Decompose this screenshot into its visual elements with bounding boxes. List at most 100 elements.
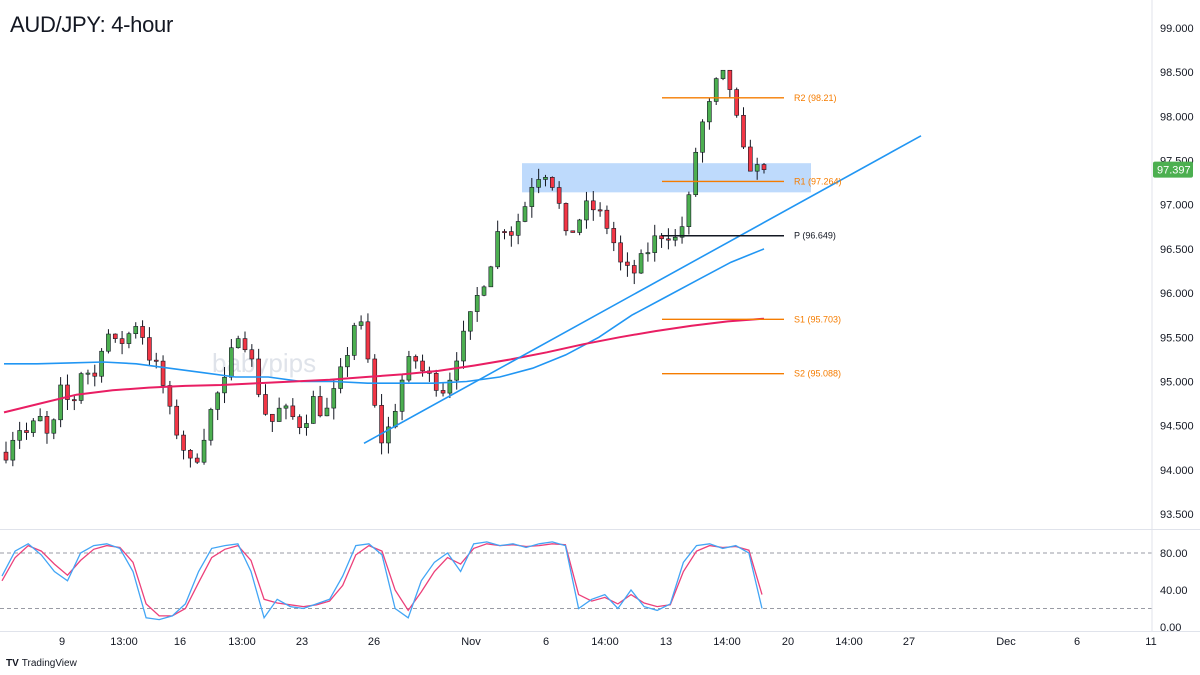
- candle-body: [652, 235, 658, 253]
- candle-body: [133, 326, 139, 334]
- candle-body: [454, 360, 460, 381]
- price-tick-label: 99.000: [1160, 23, 1194, 35]
- time-tick-label: 6: [543, 636, 549, 648]
- candle-body: [119, 338, 125, 344]
- candle-body: [147, 337, 152, 361]
- candle-body: [140, 326, 145, 338]
- price-tick-label: 93.500: [1160, 509, 1194, 521]
- candle-body: [324, 407, 330, 417]
- time-tick-label: 26: [368, 636, 380, 648]
- tradingview-logo: TV TradingView: [6, 658, 77, 669]
- price-tick-label: 94.500: [1160, 421, 1194, 433]
- candle-body: [167, 385, 173, 407]
- pivot-label: R1 (97.264): [794, 176, 842, 186]
- candle-body: [85, 372, 91, 375]
- time-tick-label: 27: [903, 636, 915, 648]
- tradingview-logo-text: TradingView: [21, 658, 77, 669]
- candle-body: [215, 392, 220, 410]
- time-tick-label: 13:00: [228, 636, 256, 648]
- candle-body: [529, 186, 535, 207]
- candle-body: [65, 384, 70, 400]
- candle-body: [188, 450, 193, 459]
- price-tick-label: 97.000: [1160, 200, 1194, 212]
- candle-body: [229, 347, 234, 378]
- candle-body: [447, 379, 453, 394]
- candle-body: [24, 430, 29, 433]
- candle-body: [379, 405, 384, 444]
- candle-body: [563, 203, 569, 232]
- candle-body: [700, 121, 705, 153]
- candle-body: [10, 439, 16, 461]
- price-tick-label: 95.000: [1160, 376, 1194, 388]
- pivot-label: S1 (95.703): [794, 314, 841, 324]
- candle-body: [112, 333, 118, 339]
- oscillator-tick-label: 80.00: [1160, 548, 1188, 560]
- candle-body: [659, 235, 664, 240]
- price-tick-label: 98.500: [1160, 67, 1194, 79]
- candle-body: [741, 114, 746, 148]
- pivot-label: R2 (98.21): [794, 93, 837, 103]
- candle-body: [181, 434, 186, 451]
- candle-body: [31, 420, 36, 433]
- price-tick-label: 96.000: [1160, 288, 1194, 300]
- candle-body: [474, 295, 480, 312]
- candle-body: [372, 358, 378, 406]
- price-tick-label: 95.500: [1160, 332, 1194, 344]
- candle-body: [748, 146, 753, 172]
- candle-body: [160, 360, 166, 386]
- candle-body: [276, 407, 282, 422]
- candle-body: [522, 206, 528, 222]
- candle-body: [509, 231, 514, 236]
- candle-body: [645, 252, 651, 255]
- chart-title: AUD/JPY: 4-hour: [10, 12, 174, 37]
- candle-body: [556, 187, 562, 204]
- watermark-text: babypips: [212, 348, 316, 378]
- candle-body: [686, 194, 692, 227]
- trend-line: [363, 135, 922, 445]
- candle-body: [720, 69, 726, 79]
- candle-body: [358, 321, 364, 326]
- candle-body: [611, 228, 617, 244]
- time-tick-label: Dec: [996, 636, 1016, 648]
- candle-body: [365, 321, 371, 360]
- candle-body: [577, 219, 582, 233]
- candle-body: [351, 325, 357, 356]
- candle-body: [406, 356, 412, 381]
- oscillator-tick-label: 40.00: [1160, 585, 1188, 597]
- candle-body: [297, 416, 302, 428]
- candle-body: [604, 209, 610, 229]
- candle-body: [638, 253, 644, 274]
- candle-body: [413, 356, 419, 362]
- candle-body: [481, 286, 487, 296]
- candle-body: [543, 177, 548, 180]
- candle-body: [317, 396, 323, 417]
- candle-body: [713, 78, 719, 102]
- candle-body: [672, 236, 678, 241]
- time-tick-label: 13: [660, 636, 672, 648]
- current-price-label: 97.397: [1157, 165, 1191, 177]
- candle-body: [58, 384, 63, 421]
- time-tick-label: 14:00: [713, 636, 741, 648]
- pivot-label: P (96.649): [794, 231, 836, 241]
- candle-body: [495, 231, 500, 268]
- candle-body: [71, 399, 77, 402]
- time-tick-label: Nov: [461, 636, 481, 648]
- price-tick-label: 96.500: [1160, 244, 1194, 256]
- candle-body: [290, 405, 296, 418]
- sma-fast-line: [4, 248, 765, 385]
- price-tick-label: 98.000: [1160, 111, 1194, 123]
- candle-body: [78, 373, 84, 401]
- time-tick-label: 23: [296, 636, 308, 648]
- candle-body: [386, 426, 391, 444]
- candle-body: [126, 333, 132, 344]
- candle-body: [270, 413, 275, 422]
- time-tick-label: 9: [59, 636, 65, 648]
- candle-body: [194, 457, 200, 463]
- time-tick-label: 16: [174, 636, 186, 648]
- candle-body: [17, 430, 22, 441]
- candle-body: [754, 164, 760, 172]
- candle-body: [618, 242, 623, 263]
- candle-body: [331, 388, 337, 409]
- stochastic-d-line: [1, 543, 763, 617]
